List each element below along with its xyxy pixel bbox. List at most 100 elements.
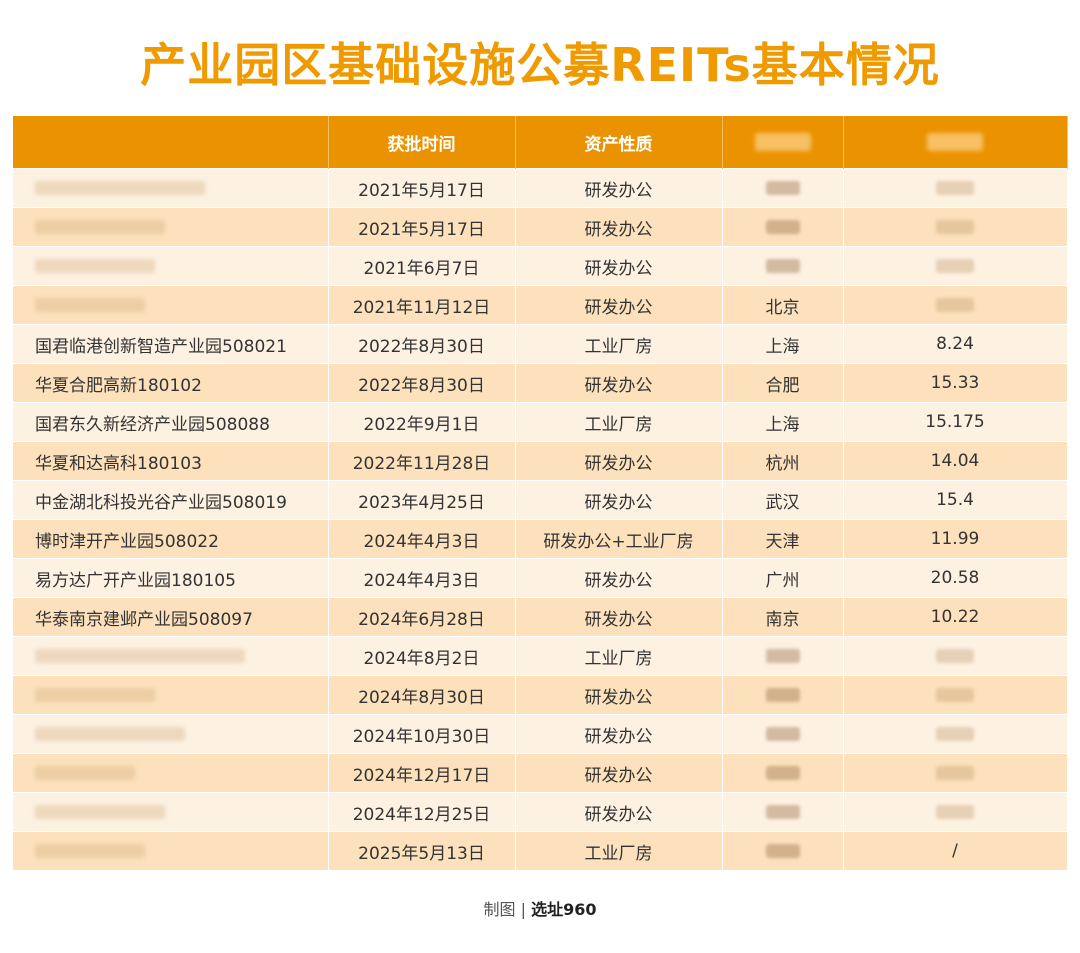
fund-name-cell-text: 易方达广开产业园180105 — [35, 570, 236, 591]
header-approval-date: 获批时间 — [328, 116, 516, 169]
approval-date-cell: 2025年5月13日 — [328, 831, 516, 870]
asset-type-cell-text: 研发办公+工业厂房 — [543, 531, 694, 552]
asset-type-cell-text: 研发办公 — [584, 180, 653, 201]
page-title: 产业园区基础设施公募REITs基本情况 — [140, 38, 940, 92]
value-cell — [843, 246, 1068, 286]
fund-name-cell-text: 国君临港创新智造产业园508021 — [35, 336, 287, 357]
table-row: 国君临港创新智造产业园508021 2022年8月30日 工业厂房 上海 8.24 — [13, 324, 1068, 364]
value-cell: 20.58 — [843, 558, 1068, 598]
asset-type-cell: 工业厂房 — [515, 636, 723, 676]
approval-date-cell-text: 2024年12月25日 — [352, 804, 491, 825]
approval-date-cell-text: 2022年8月30日 — [358, 336, 485, 357]
approval-date-cell-text: 2025年5月13日 — [358, 843, 485, 864]
asset-type-cell: 研发办公 — [515, 597, 723, 637]
fund-name-cell: 华夏合肥高新180102 — [13, 363, 329, 403]
fund-name-cell-text: 华夏合肥高新180102 — [35, 375, 202, 396]
fund-name-cell: 易方达广开产业园180105 — [13, 558, 329, 598]
approval-date-cell: 2021年5月17日 — [328, 207, 516, 247]
value-cell-text: 15.33 — [930, 373, 980, 393]
approval-date-cell: 2024年4月3日 — [328, 519, 516, 559]
fund-name-cell — [13, 246, 329, 286]
city-cell-text: 北京 — [765, 297, 800, 318]
city-cell — [722, 636, 844, 676]
approval-date-cell-text: 2021年5月17日 — [358, 219, 485, 240]
approval-date-cell-text: 2024年6月28日 — [358, 609, 485, 630]
value-cell-text: 14.04 — [930, 451, 980, 471]
blurred-city — [765, 220, 800, 234]
city-cell-text: 武汉 — [765, 492, 800, 513]
table-row: 2024年10月30日 研发办公 — [13, 714, 1068, 754]
city-cell-text: 杭州 — [765, 453, 800, 474]
asset-type-cell-text: 研发办公 — [584, 687, 653, 708]
fund-name-cell: 中金湖北科投光谷产业园508019 — [13, 480, 329, 520]
blurred-fund-name — [35, 727, 185, 741]
table-row: 2024年8月2日 工业厂房 — [13, 636, 1068, 676]
fund-name-cell: 国君东久新经济产业园508088 — [13, 402, 329, 442]
table-row: 2025年5月13日 工业厂房 / — [13, 831, 1068, 870]
city-cell-text: 天津 — [765, 531, 800, 552]
asset-type-cell-text: 工业厂房 — [584, 843, 653, 864]
blurred-city — [765, 727, 800, 741]
asset-type-cell: 研发办公 — [515, 714, 723, 754]
fund-name-cell — [13, 753, 329, 793]
approval-date-cell: 2024年8月2日 — [328, 636, 516, 676]
blurred-value — [936, 766, 974, 780]
blurred-city — [765, 766, 800, 780]
fund-name-cell-text: 博时津开产业园508022 — [35, 531, 219, 552]
approval-date-cell: 2021年5月17日 — [328, 168, 516, 208]
city-cell: 北京 — [722, 285, 844, 325]
blurred-city — [765, 259, 800, 273]
city-cell — [722, 714, 844, 754]
reits-table: 获批时间 资产性质 2021年5月17日 研发办公 2021年5月17日 研发办公 20… — [13, 116, 1068, 870]
asset-type-cell: 研发办公 — [515, 207, 723, 247]
approval-date-cell-text: 2022年9月1日 — [363, 414, 480, 435]
fund-name-cell: 华夏和达高科180103 — [13, 441, 329, 481]
fund-name-cell-text: 中金湖北科投光谷产业园508019 — [35, 492, 287, 513]
asset-type-cell-text: 研发办公 — [584, 570, 653, 591]
blurred-value — [936, 688, 974, 702]
table-row: 国君东久新经济产业园508088 2022年9月1日 工业厂房 上海 15.175 — [13, 402, 1068, 442]
city-cell: 上海 — [722, 402, 844, 442]
blurred-city — [765, 844, 800, 858]
city-cell-text: 上海 — [765, 414, 800, 435]
approval-date-cell: 2024年6月28日 — [328, 597, 516, 637]
approval-date-cell-text: 2022年11月28日 — [352, 453, 491, 474]
approval-date-cell: 2022年9月1日 — [328, 402, 516, 442]
blurred-value — [936, 298, 974, 312]
city-cell-text: 南京 — [765, 609, 800, 630]
table-row: 华夏和达高科180103 2022年11月28日 研发办公 杭州 14.04 — [13, 441, 1068, 481]
table-row: 2021年5月17日 研发办公 — [13, 168, 1068, 208]
approval-date-cell: 2021年6月7日 — [328, 246, 516, 286]
approval-date-cell: 2021年11月12日 — [328, 285, 516, 325]
blurred-header-city — [754, 133, 811, 151]
city-cell — [722, 753, 844, 793]
asset-type-cell: 研发办公 — [515, 441, 723, 481]
blurred-fund-name — [35, 259, 155, 273]
header-city — [722, 116, 844, 169]
value-cell: 15.175 — [843, 402, 1068, 442]
approval-date-cell: 2024年12月17日 — [328, 753, 516, 793]
table-row: 易方达广开产业园180105 2024年4月3日 研发办公 广州 20.58 — [13, 558, 1068, 598]
city-cell-text: 合肥 — [765, 375, 800, 396]
blurred-fund-name — [35, 220, 165, 234]
fund-name-cell — [13, 285, 329, 325]
approval-date-cell: 2024年8月30日 — [328, 675, 516, 715]
asset-type-cell: 工业厂房 — [515, 831, 723, 870]
footer-brand: 选址960 — [531, 900, 597, 919]
value-cell — [843, 675, 1068, 715]
blurred-fund-name — [35, 298, 145, 312]
value-cell-text: 15.4 — [936, 490, 974, 510]
city-cell: 杭州 — [722, 441, 844, 481]
city-cell — [722, 207, 844, 247]
asset-type-cell: 研发办公 — [515, 753, 723, 793]
value-cell — [843, 714, 1068, 754]
asset-type-cell-text: 研发办公 — [584, 726, 653, 747]
table-row: 华夏合肥高新180102 2022年8月30日 研发办公 合肥 15.33 — [13, 363, 1068, 403]
value-cell — [843, 753, 1068, 793]
asset-type-cell-text: 研发办公 — [584, 804, 653, 825]
value-cell: 15.4 — [843, 480, 1068, 520]
approval-date-cell: 2022年8月30日 — [328, 363, 516, 403]
value-cell-text: 8.24 — [936, 334, 974, 354]
city-cell — [722, 168, 844, 208]
blurred-fund-name — [35, 766, 135, 780]
